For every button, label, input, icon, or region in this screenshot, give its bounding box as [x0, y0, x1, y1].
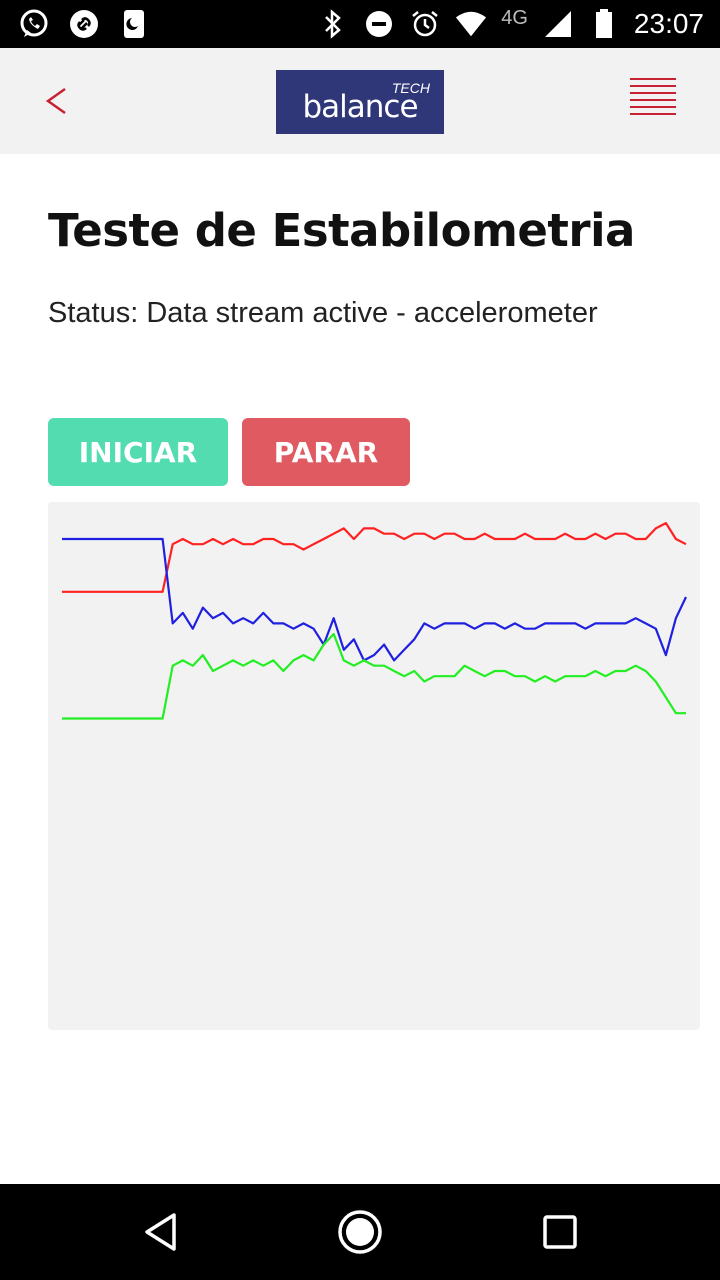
notification-icons — [18, 8, 150, 40]
system-icons: 4G 23:07 — [317, 0, 704, 48]
brand-logo: TECH balance — [276, 70, 444, 134]
bluetooth-icon — [317, 8, 349, 40]
back-button[interactable] — [36, 78, 76, 124]
chart-canvas — [62, 522, 687, 720]
whatsapp-icon — [18, 8, 50, 40]
accelerometer-chart — [48, 502, 700, 1030]
nav-back-button[interactable] — [136, 1208, 184, 1256]
menu-button[interactable] — [630, 78, 678, 118]
logo-text: balance — [302, 89, 418, 125]
page-title: Teste de Estabilometria — [48, 204, 635, 257]
alarm-icon — [409, 8, 441, 40]
logo-tag: TECH — [391, 80, 430, 96]
triangle-back-icon — [145, 1213, 176, 1251]
link-icon — [68, 8, 100, 40]
signal-icon — [542, 8, 574, 40]
chevron-left-icon — [45, 87, 66, 115]
network-type-label: 4G — [501, 6, 528, 29]
start-button[interactable]: INICIAR — [48, 418, 228, 486]
navigation-bar — [0, 1184, 720, 1280]
status-text: Status: Data stream active - acceleromet… — [48, 297, 598, 329]
stop-button[interactable]: PARAR — [242, 418, 410, 486]
menu-icon — [630, 78, 678, 115]
nav-home-button[interactable] — [336, 1208, 384, 1256]
battery-icon — [588, 8, 620, 40]
series-line-3 — [62, 632, 686, 720]
status-bar: 4G 23:07 — [0, 0, 720, 48]
app-header: TECH balance — [0, 48, 720, 154]
series-line-1 — [62, 522, 687, 593]
clock: 23:07 — [633, 8, 704, 39]
circle-home-icon — [338, 1210, 382, 1254]
nav-recents-button[interactable] — [536, 1208, 584, 1256]
moon-phone-icon — [118, 8, 150, 40]
series-line-2 — [62, 537, 687, 662]
wifi-icon — [455, 8, 487, 40]
square-recents-icon — [543, 1215, 577, 1249]
do-not-disturb-icon — [363, 8, 395, 40]
